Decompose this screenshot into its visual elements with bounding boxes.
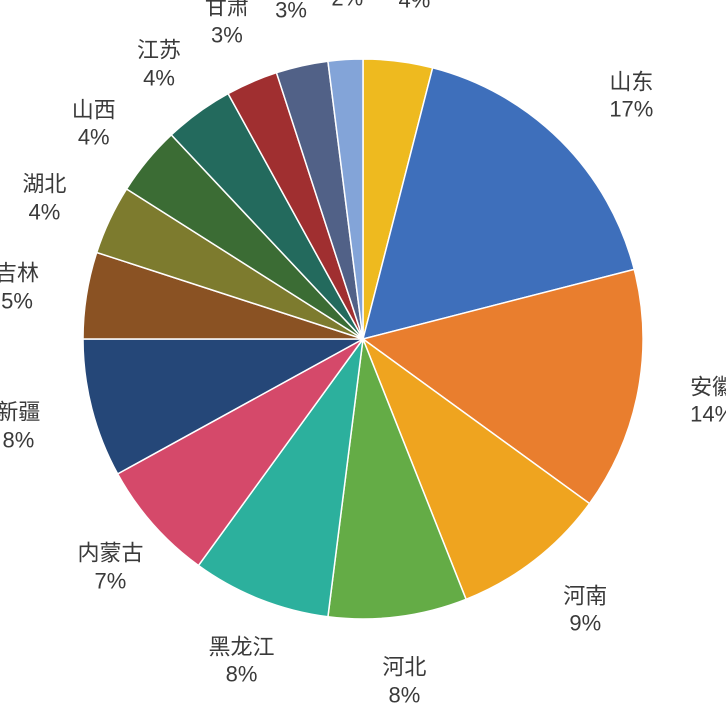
slice-percent: 17% [609, 96, 653, 124]
slice-percent: 8% [382, 681, 426, 709]
slice-percent: 9% [563, 610, 607, 638]
slice-percent: 7% [77, 567, 143, 595]
slice-name: 江苏 [137, 37, 181, 65]
pie-slice-label: 湖北4% [22, 171, 66, 226]
slice-name: 河北 [382, 654, 426, 682]
pie-slice-label: 河北8% [382, 654, 426, 709]
slice-percent: 14% [690, 401, 726, 429]
pie-slice-label: 辽宁2% [325, 0, 369, 12]
pie-slice-label: 新疆8% [0, 399, 40, 454]
pie-slice-label: 甘肃3% [205, 0, 249, 49]
slice-percent: 5% [0, 287, 39, 315]
pie-chart: 其他4%山东17%安徽14%河南9%河北8%黑龙江8%内蒙古7%新疆8%吉林5%… [0, 0, 726, 679]
pie-slice-label: 山东17% [609, 68, 653, 123]
slice-name: 黑龙江 [209, 633, 275, 661]
slice-percent: 4% [137, 64, 181, 92]
slice-name: 山西 [72, 96, 116, 124]
slice-name: 河南 [563, 582, 607, 610]
pie-slice-label: 其他4% [392, 0, 436, 14]
pie-slice-label: 吉林5% [0, 260, 39, 315]
slice-percent: 4% [72, 124, 116, 152]
slice-name: 湖北 [22, 171, 66, 199]
pie-slice-label: 安徽14% [690, 373, 726, 428]
slice-percent: 2% [325, 0, 369, 12]
pie-slice-label: 黑龙江8% [209, 633, 275, 688]
slice-name: 内蒙古 [77, 540, 143, 568]
slice-percent: 3% [269, 0, 313, 24]
slice-percent: 8% [209, 661, 275, 689]
pie-slice-label: 江苏4% [137, 37, 181, 92]
slice-percent: 3% [205, 21, 249, 49]
slice-name: 吉林 [0, 260, 39, 288]
pie-slice-label: 内蒙古7% [77, 540, 143, 595]
slice-name: 甘肃 [205, 0, 249, 21]
slice-name: 安徽 [690, 373, 726, 401]
slice-name: 山东 [609, 68, 653, 96]
slice-name: 新疆 [0, 399, 40, 427]
pie-slice-label: 陕西3% [269, 0, 313, 24]
pie-slice-label: 山西4% [72, 96, 116, 151]
slice-percent: 4% [22, 198, 66, 226]
slice-percent: 8% [0, 426, 40, 454]
slice-percent: 4% [392, 0, 436, 14]
pie-slice-label: 河南9% [563, 582, 607, 637]
